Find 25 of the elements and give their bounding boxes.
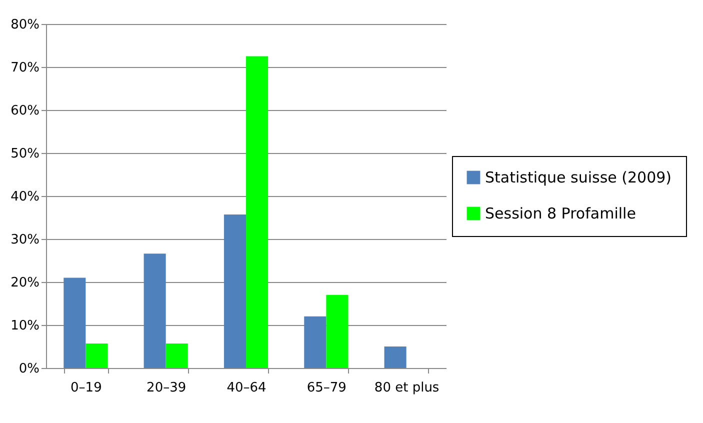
bar — [86, 343, 108, 368]
bar — [224, 214, 246, 368]
y-tick-label: 40% — [10, 190, 40, 204]
x-tick-label: 20–39 — [146, 380, 186, 396]
x-tick-label: 80 et plus — [374, 380, 440, 396]
x-tick-label: 0–19 — [70, 380, 102, 396]
bar — [384, 346, 406, 368]
y-tick-label: 0% — [18, 362, 40, 376]
y-tick-label: 60% — [10, 104, 40, 118]
bar — [144, 254, 166, 368]
x-tick-label: 40–64 — [226, 380, 266, 396]
bar — [304, 316, 326, 368]
bar — [326, 294, 348, 368]
y-tick-label: 50% — [10, 146, 40, 162]
legend-label: Session 8 Profamille — [485, 204, 636, 222]
bar — [64, 278, 86, 368]
y-tick-label: 30% — [10, 232, 40, 248]
y-tick-label: 80% — [10, 18, 40, 32]
bar — [166, 343, 188, 368]
x-tick-label: 65–79 — [306, 380, 346, 396]
bar — [246, 56, 268, 368]
y-tick-label: 70% — [10, 60, 40, 76]
legend-label: Statistique suisse (2009) — [485, 168, 672, 186]
y-tick-label: 10% — [10, 318, 40, 334]
y-tick-label: 20% — [10, 276, 40, 290]
